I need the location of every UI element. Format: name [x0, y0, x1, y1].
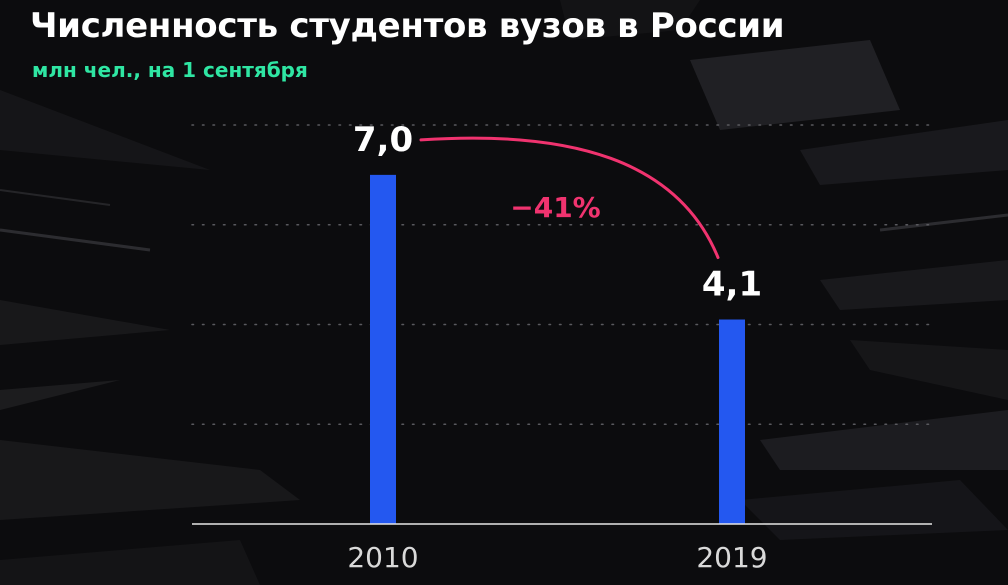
category-label-2019: 2019	[696, 541, 767, 574]
bar-2010	[370, 174, 396, 524]
value-label-2010: 7,0	[353, 120, 413, 160]
category-label-2010: 2010	[347, 541, 418, 574]
chart-subtitle: млн чел., на 1 сентября	[32, 58, 308, 82]
chart-title: Численность студентов вузов в России	[30, 6, 785, 46]
bar-2019	[719, 319, 745, 524]
change-arc	[419, 136, 720, 260]
change-label: −41%	[510, 191, 600, 224]
value-label-2019: 4,1	[702, 265, 762, 305]
